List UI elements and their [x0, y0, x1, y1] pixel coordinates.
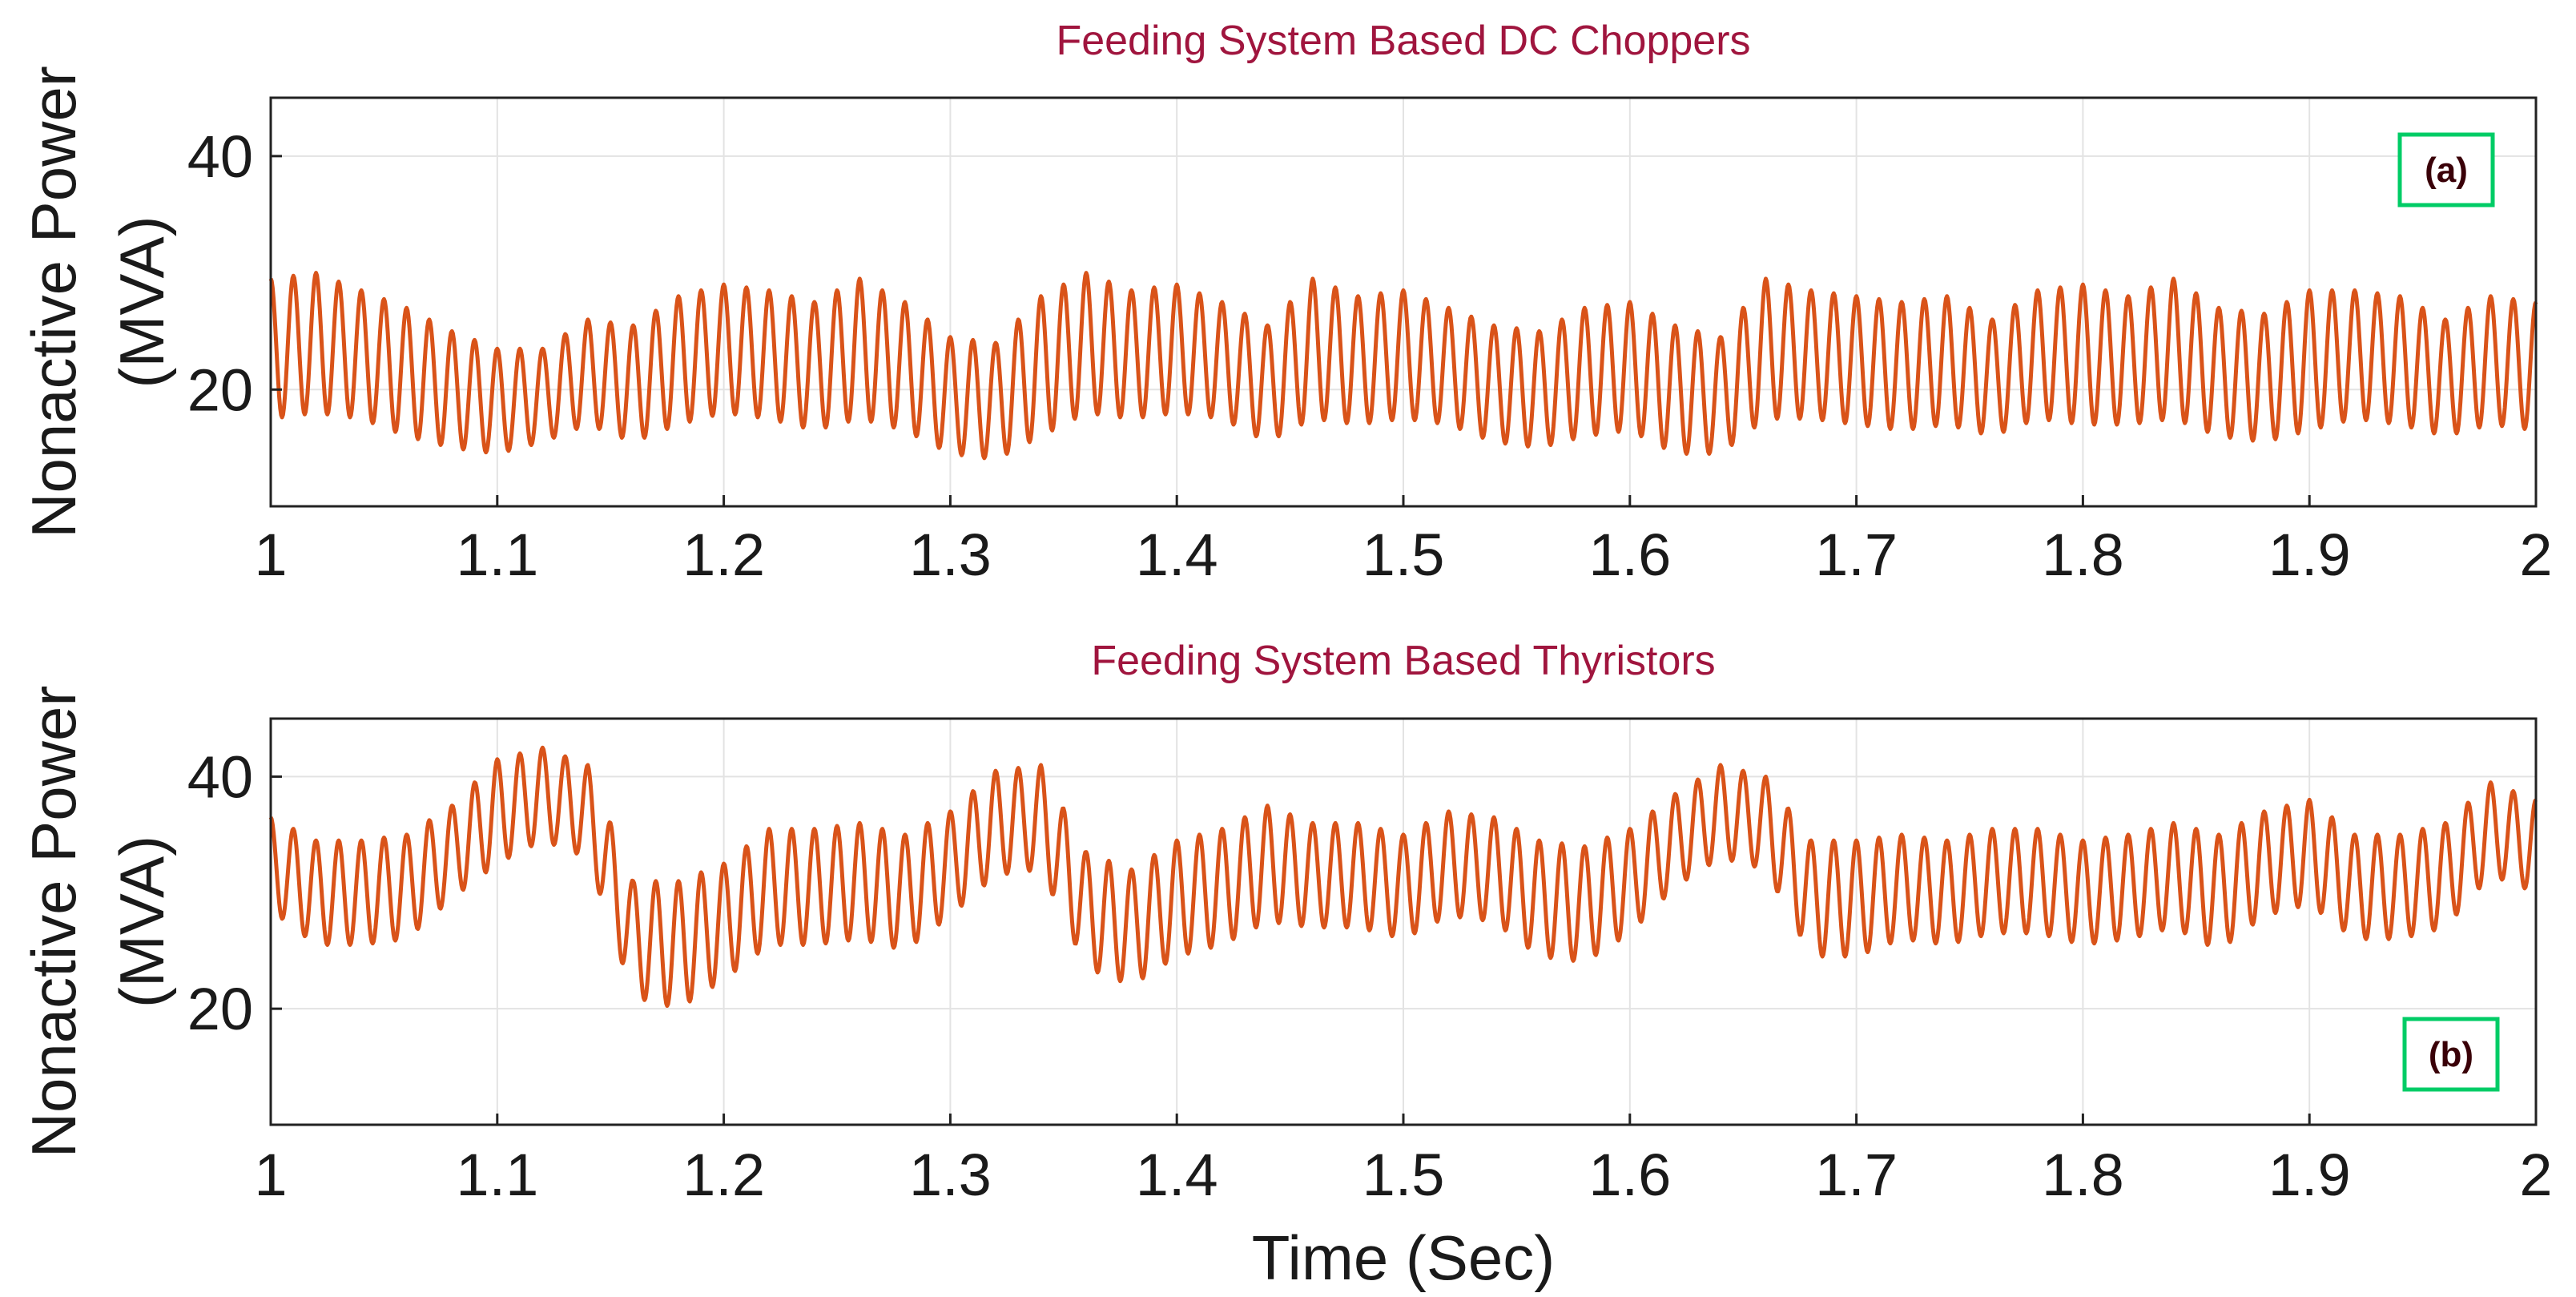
x-tick-label: 1.3 — [909, 1142, 992, 1208]
x-axis-label: Time (Sec) — [1252, 1222, 1555, 1293]
x-tick-label: 2 — [2519, 1142, 2552, 1208]
x-tick-label: 1.9 — [2268, 1142, 2351, 1208]
x-tick-label: 1.9 — [2268, 522, 2351, 588]
y-tick-label: 20 — [187, 976, 253, 1042]
x-tick-label: 1.5 — [1362, 522, 1445, 588]
x-tick-label: 1.6 — [1588, 1142, 1671, 1208]
chart-title: Feeding System Based Thyristors — [1091, 638, 1715, 684]
data-series-line — [268, 271, 2538, 461]
panel-badge-label: (b) — [2429, 1035, 2473, 1074]
y-axis-label-unit: (MVA) — [107, 836, 177, 1008]
x-tick-label: 1.2 — [682, 1142, 765, 1208]
y-axis-label: Nonactive Power — [18, 66, 89, 538]
x-tick-label: 1.6 — [1588, 522, 1671, 588]
panel-badge-frame — [2397, 132, 2495, 207]
x-tick-label: 1.7 — [1815, 1142, 1898, 1208]
chart-panel-b: 1 1.1 1.2 1.3 1.4 1.5 1.6 1.7 1.8 1.9 2 20 40 Feeding… — [18, 638, 2553, 1293]
panel-badge-frame — [2402, 1017, 2500, 1092]
panel-badge-label: (a) — [2425, 151, 2468, 190]
x-tick-label: 1.8 — [2042, 522, 2124, 588]
chart-title: Feeding System Based DC Choppers — [1056, 18, 1750, 64]
y-axis-label: Nonactive Power — [18, 686, 89, 1158]
x-tick-label: 1.4 — [1136, 1142, 1218, 1208]
x-tick-label: 1.5 — [1362, 1142, 1445, 1208]
x-tick-label: 1.1 — [456, 1142, 538, 1208]
x-tick-label: 1.1 — [456, 522, 538, 588]
x-tick-label: 1 — [254, 1142, 287, 1208]
y-axis-label-unit: (MVA) — [107, 215, 177, 388]
x-tick-label: 1.4 — [1136, 522, 1218, 588]
x-tick-label: 2 — [2519, 522, 2552, 588]
x-tick-label: 1.2 — [682, 522, 765, 588]
x-tick-label: 1.7 — [1815, 522, 1898, 588]
x-tick-label: 1.3 — [909, 522, 992, 588]
data-series-line — [268, 745, 2538, 1009]
y-tick-label: 20 — [187, 356, 253, 423]
x-tick-label: 1.8 — [2042, 1142, 2124, 1208]
y-tick-label: 40 — [187, 743, 253, 810]
chart-panel-a: 1 1.1 1.2 1.3 1.4 1.5 1.6 1.7 1.8 1.9 2 20 40 Feeding… — [18, 18, 2553, 588]
y-tick-label: 40 — [187, 123, 253, 190]
x-tick-label: 1 — [254, 522, 287, 588]
